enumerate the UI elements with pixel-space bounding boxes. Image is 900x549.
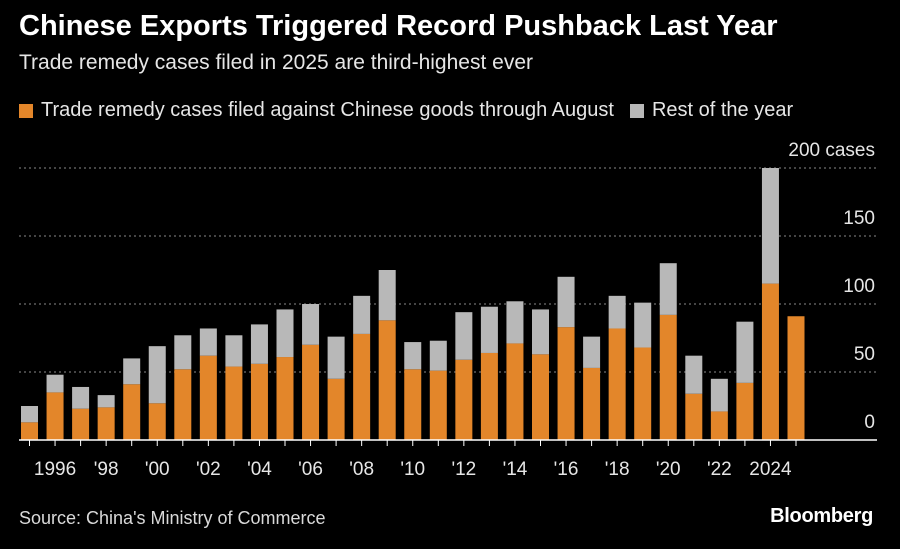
x-tick-label: 1996 <box>34 459 76 480</box>
bar-rest-of-year <box>557 276 575 328</box>
bar-rest-of-year <box>378 270 396 321</box>
bar-rest-of-year <box>480 306 498 353</box>
bar-through-august <box>353 333 371 440</box>
x-tick-label: '00 <box>145 459 170 480</box>
x-tick-label: 2024 <box>749 459 792 480</box>
bar-rest-of-year <box>302 304 320 345</box>
x-tick-label: '02 <box>196 459 221 480</box>
bar-rest-of-year <box>404 342 422 370</box>
bar-rest-of-year <box>506 301 524 344</box>
bar-rest-of-year <box>736 321 754 383</box>
bar-through-august <box>787 316 805 440</box>
bar-rest-of-year <box>123 358 141 385</box>
x-tick-label: '98 <box>94 459 119 480</box>
bar-through-august <box>634 347 652 440</box>
bar-through-august <box>225 366 243 440</box>
x-tick-label: '18 <box>605 459 630 480</box>
bar-through-august <box>659 314 677 440</box>
bar-through-august <box>97 407 115 440</box>
bar-through-august <box>685 393 703 440</box>
bar-through-august <box>21 422 38 440</box>
bar-through-august <box>429 370 447 440</box>
bar-through-august <box>174 369 192 440</box>
bar-rest-of-year <box>532 309 549 355</box>
x-tick-label: '12 <box>451 459 476 480</box>
bar-through-august <box>404 369 422 440</box>
bar-through-august <box>250 363 268 440</box>
x-tick-label: '22 <box>707 459 732 480</box>
bar-rest-of-year <box>46 374 64 393</box>
bar-through-august <box>378 320 396 440</box>
bar-rest-of-year <box>761 168 779 284</box>
bar-rest-of-year <box>455 312 473 360</box>
y-tick-label: 0 <box>864 412 875 433</box>
x-tick-label: '04 <box>247 459 272 480</box>
legend-label-through-august: Trade remedy cases filed against Chinese… <box>41 99 614 121</box>
bar-rest-of-year <box>97 395 115 408</box>
x-tick-label: '08 <box>349 459 374 480</box>
legend: Trade remedy cases filed against Chinese… <box>19 99 809 122</box>
bar-rest-of-year <box>21 406 38 423</box>
bar-rest-of-year <box>634 302 652 348</box>
y-tick-label: 100 <box>843 276 875 297</box>
legend-item-rest-of-year: Rest of the year <box>629 99 794 122</box>
bar-through-august <box>506 343 524 440</box>
bar-through-august <box>736 382 754 440</box>
bar-rest-of-year <box>276 309 294 358</box>
chart-title: Chinese Exports Triggered Record Pushbac… <box>19 10 778 42</box>
bar-through-august <box>532 354 549 440</box>
bar-rest-of-year <box>608 295 626 329</box>
bar-through-august <box>302 344 320 440</box>
bar-rest-of-year <box>353 295 371 334</box>
bar-rest-of-year <box>659 263 677 315</box>
x-tick-label: '06 <box>298 459 323 480</box>
bar-through-august <box>710 411 728 440</box>
legend-label-rest-of-year: Rest of the year <box>651 99 794 121</box>
x-tick-label: '16 <box>554 459 579 480</box>
x-tick-label: '14 <box>503 459 528 480</box>
bar-rest-of-year <box>583 336 601 368</box>
legend-item-through-august: Trade remedy cases filed against Chinese… <box>19 99 614 122</box>
y-tick-label: 200 cases <box>788 140 875 161</box>
y-tick-label: 50 <box>854 344 875 365</box>
bar-through-august <box>455 359 473 440</box>
bar-through-august <box>557 327 575 440</box>
bar-through-august <box>583 367 601 440</box>
bar-through-august <box>761 283 779 440</box>
bar-through-august <box>72 408 90 440</box>
legend-swatch-through-august <box>19 103 33 118</box>
bar-through-august <box>148 403 166 440</box>
bar-rest-of-year <box>685 355 703 394</box>
bar-rest-of-year <box>250 324 268 364</box>
bar-rest-of-year <box>225 335 243 367</box>
legend-swatch-rest-of-year <box>629 103 644 118</box>
bar-rest-of-year <box>174 335 192 370</box>
bar-rest-of-year <box>72 386 90 409</box>
bar-through-august <box>327 378 345 440</box>
bar-rest-of-year <box>148 346 166 404</box>
x-tick-label: '10 <box>400 459 425 480</box>
bar-through-august <box>123 384 141 440</box>
bar-through-august <box>199 355 217 440</box>
bar-rest-of-year <box>327 336 345 379</box>
bar-rest-of-year <box>710 378 728 412</box>
y-tick-label: 150 <box>843 208 875 229</box>
x-tick-label: '20 <box>656 459 681 480</box>
bloomberg-logo: Bloomberg <box>770 505 873 527</box>
bar-through-august <box>276 357 294 440</box>
bar-through-august <box>46 392 64 440</box>
source-note: Source: China's Ministry of Commerce <box>19 508 326 528</box>
chart-subtitle: Trade remedy cases filed in 2025 are thi… <box>19 51 533 74</box>
bar-rest-of-year <box>429 340 447 371</box>
bar-through-august <box>608 328 626 440</box>
bar-rest-of-year <box>199 328 217 356</box>
bar-through-august <box>480 352 498 440</box>
